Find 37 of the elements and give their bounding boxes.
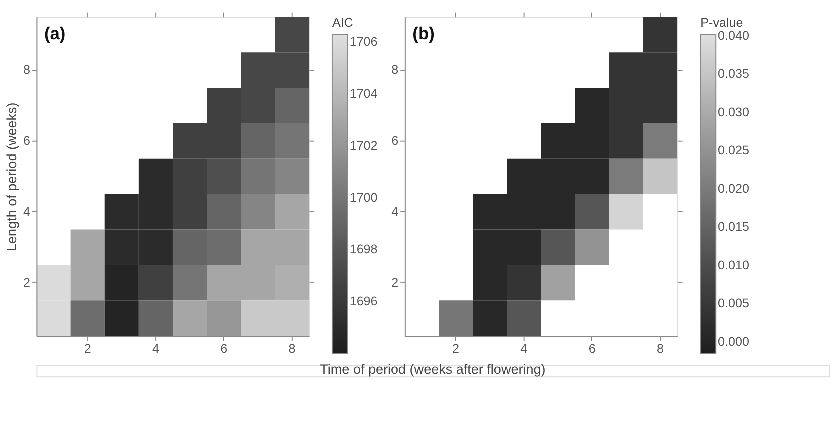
- color-bar-label: 0.025: [718, 144, 750, 158]
- color-bar-label: 0.030: [718, 105, 750, 120]
- y-axis-title: Length of period (weeks): [4, 102, 20, 252]
- color-bar-title: P-value: [700, 16, 744, 30]
- chart-title: (a): [44, 24, 66, 44]
- y-tick-label: 8: [23, 63, 30, 78]
- x-tick-label: 8: [656, 342, 664, 356]
- color-bar-label: 0.010: [718, 258, 750, 272]
- x-tick-label: 6: [220, 342, 228, 356]
- color-bar-label: 0.015: [718, 220, 750, 234]
- y-tick-label: 2: [23, 276, 30, 290]
- x-axis-title: Time of period (weeks after flowering): [320, 362, 546, 377]
- y-tick-label: 4: [392, 204, 399, 219]
- color-bar-label: 0.035: [718, 67, 750, 82]
- color-bar-label: 1696: [350, 294, 378, 308]
- y-tick-label: 4: [23, 204, 30, 219]
- color-bar-label: 0.040: [718, 28, 750, 43]
- color-bar-label: 1704: [350, 87, 378, 102]
- y-tick-label: 8: [392, 63, 399, 78]
- color-bar-title: AIC: [332, 16, 354, 30]
- color-bar-label: 1706: [350, 35, 378, 50]
- x-tick-label: 8: [288, 342, 296, 356]
- color-bar-label: 1700: [350, 190, 378, 205]
- y-tick-label: 2: [392, 276, 399, 290]
- x-tick-label: 4: [152, 342, 160, 356]
- color-bar-label: 0.020: [718, 182, 750, 196]
- color-bar-label: 1702: [350, 138, 378, 153]
- color-bar-label: 0.005: [718, 296, 750, 311]
- y-tick-label: 6: [23, 134, 30, 148]
- x-tick-label: 2: [452, 342, 460, 356]
- x-tick-label: 4: [520, 342, 528, 356]
- x-tick-label: 2: [84, 342, 92, 356]
- y-tick-label: 6: [392, 134, 399, 148]
- chart-title: (b): [412, 24, 435, 44]
- color-bar-label: 0.000: [718, 334, 750, 349]
- x-tick-label: 6: [588, 342, 596, 356]
- color-bar-label: 1698: [350, 242, 378, 257]
